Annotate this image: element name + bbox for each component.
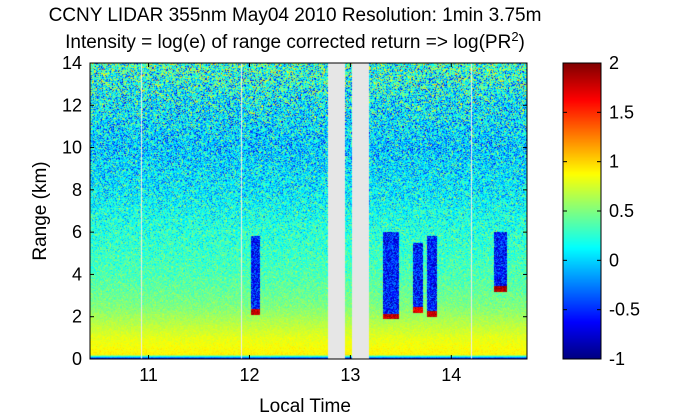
y-axis-label: Range (km) — [30, 161, 51, 260]
plot-frame — [89, 62, 528, 360]
colorbar: 2 1.5 1 0.5 0 -0.5 -1 — [562, 53, 640, 369]
colorbar-tick-label: -0.5 — [609, 300, 640, 320]
y-tick-label: 2 — [72, 307, 82, 327]
x-tick-label: 11 — [139, 365, 158, 385]
y-tick-label: 6 — [72, 222, 82, 242]
colorbar-image — [563, 63, 601, 359]
y-tick-label: 14 — [62, 53, 82, 73]
y-tick-label: 0 — [72, 349, 82, 369]
chart-title: CCNY LIDAR 355nm May04 2010 Resolution: … — [49, 5, 542, 26]
colorbar-tick-label: 0 — [609, 250, 619, 270]
x-axis-label: Local Time — [259, 396, 351, 417]
colorbar-tick-label: 0.5 — [609, 201, 634, 221]
x-axis: 11 12 13 14 — [139, 63, 461, 385]
x-tick-label: 13 — [340, 365, 360, 385]
colorbar-tick-label: 1 — [609, 152, 619, 172]
y-tick-label: 4 — [72, 264, 82, 284]
colorbar-tick-label: 1.5 — [609, 102, 634, 122]
plot-area: 11 12 13 14 0 2 4 6 8 10 12 14 — [62, 53, 528, 385]
colorbar-tick-label: 2 — [609, 53, 619, 73]
colorbar-tick-label: -1 — [609, 349, 625, 369]
x-tick-label: 12 — [239, 365, 259, 385]
y-tick-label: 10 — [62, 138, 82, 158]
chart-subtitle: Intensity = log(e) of range corrected re… — [65, 29, 525, 54]
colorbar-ticks: 2 1.5 1 0.5 0 -0.5 -1 — [563, 53, 640, 369]
y-tick-label: 12 — [62, 95, 82, 115]
y-axis: 0 2 4 6 8 10 12 14 — [62, 53, 527, 369]
heatmap-image — [90, 63, 527, 359]
x-tick-label: 14 — [441, 365, 461, 385]
y-tick-label: 8 — [72, 180, 82, 200]
